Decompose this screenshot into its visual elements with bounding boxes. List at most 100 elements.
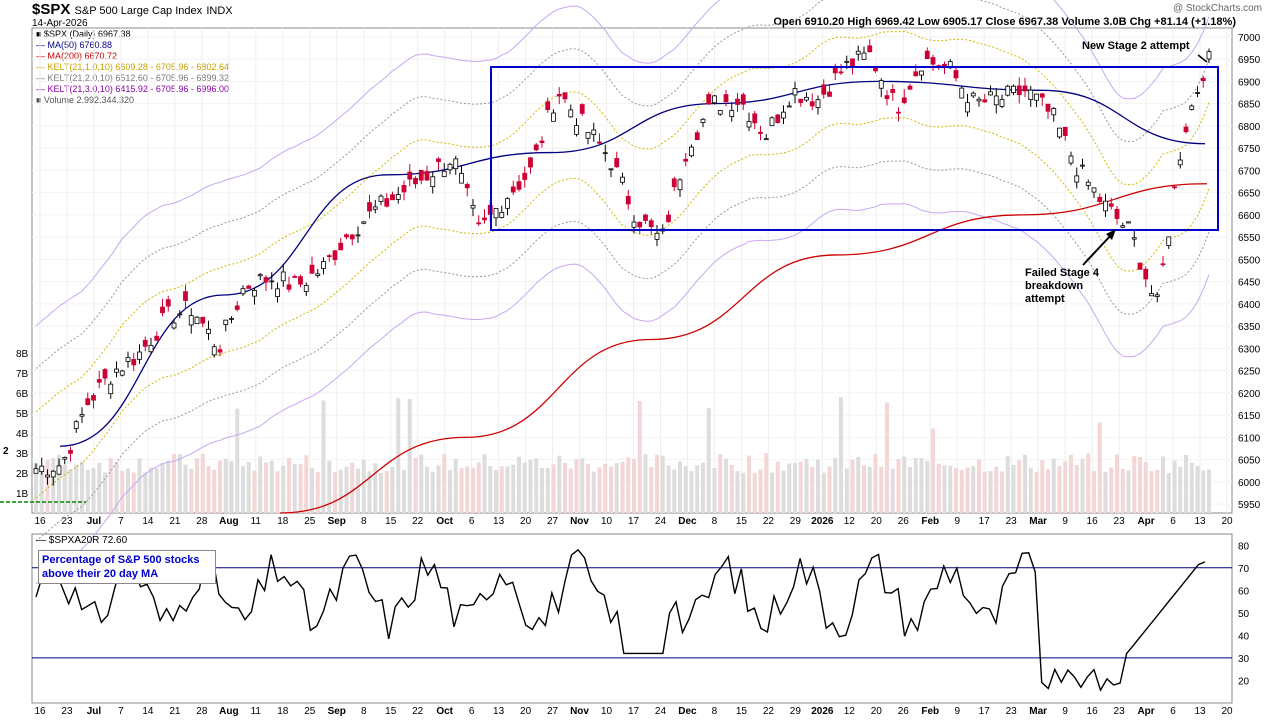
y-tick-label: 6450 xyxy=(1238,278,1261,289)
candle-body xyxy=(781,111,786,119)
volume-bar xyxy=(1057,465,1062,513)
candle-body xyxy=(827,91,832,97)
volume-bar xyxy=(614,463,619,513)
candle-body xyxy=(919,70,924,76)
candle-body xyxy=(930,57,936,65)
candle-body xyxy=(303,285,309,292)
volume-bar xyxy=(131,472,136,513)
index-exchange: INDX xyxy=(206,5,233,17)
volume-bar xyxy=(471,467,475,513)
x-tick-label: 8 xyxy=(712,516,718,527)
volume-tick-label: 7B xyxy=(16,369,29,380)
indicator-x-tick-label: 13 xyxy=(493,706,505,717)
volume-bar xyxy=(1155,469,1160,513)
volume-bar xyxy=(839,397,843,513)
volume-bars xyxy=(34,397,1211,513)
volume-bar xyxy=(603,463,608,513)
kelt2-lower xyxy=(35,160,1210,542)
candle-body xyxy=(200,316,206,324)
volume-bar xyxy=(850,459,855,513)
x-tick-label: 20 xyxy=(871,516,883,527)
y-tick-label: 6050 xyxy=(1238,456,1261,467)
y-tick-label: 6250 xyxy=(1238,367,1261,378)
candle-body xyxy=(125,356,131,362)
x-tick-label: 26 xyxy=(898,516,910,527)
candle-body xyxy=(1080,164,1085,167)
volume-bar xyxy=(177,454,182,513)
candle-body xyxy=(953,70,959,79)
volume-bar xyxy=(695,465,700,513)
volume-bar xyxy=(1201,470,1206,513)
volume-bar xyxy=(413,457,418,513)
indicator-y-tick-label: 40 xyxy=(1238,631,1250,642)
candle-body xyxy=(390,194,395,201)
volume-bar xyxy=(729,465,734,513)
volume-bar xyxy=(517,456,521,513)
volume-bar xyxy=(246,461,251,513)
candle-body xyxy=(361,221,367,224)
candle-body xyxy=(229,318,234,320)
volume-bar xyxy=(689,471,694,513)
ma200-line xyxy=(279,183,1208,514)
indicator-x-tick-label: 22 xyxy=(412,706,424,717)
volume-bar xyxy=(678,461,682,513)
indicator-x-tick-label: 24 xyxy=(655,706,667,717)
volume-bar xyxy=(235,408,240,513)
volume-bar xyxy=(218,460,222,513)
volume-bar xyxy=(315,471,320,513)
volume-bar xyxy=(108,458,113,513)
candle-body xyxy=(1057,127,1062,138)
kelt1-upper xyxy=(35,30,1210,413)
brand-watermark: @ StockCharts.com xyxy=(1172,3,1262,14)
y-tick-label: 6600 xyxy=(1238,211,1261,222)
volume-bar xyxy=(356,468,360,513)
volume-tick-label: 2B xyxy=(16,469,29,480)
candle-body xyxy=(177,313,183,316)
candle-body xyxy=(131,359,137,366)
volume-bar xyxy=(954,468,958,513)
x-tick-label: 24 xyxy=(655,516,667,527)
candle-body xyxy=(1091,187,1097,193)
legend-entry: — KELT(21,2.0,10) 6512.60 - 6705.96 - 68… xyxy=(36,73,229,83)
volume-bar xyxy=(1103,471,1108,513)
volume-bar xyxy=(528,459,533,513)
volume-bar xyxy=(85,469,90,513)
volume-bar xyxy=(948,465,953,513)
x-tick-label: 22 xyxy=(763,516,775,527)
volume-bar xyxy=(137,458,142,513)
volume-bar xyxy=(195,458,199,513)
candle-body xyxy=(907,85,913,90)
candle-body xyxy=(119,370,125,376)
annotation-stage2: New Stage 2 attempt xyxy=(1082,40,1190,52)
y-tick-label: 6550 xyxy=(1238,233,1261,244)
indicator-y-tick-label: 30 xyxy=(1238,654,1250,665)
volume-bar xyxy=(206,465,211,513)
candle-body xyxy=(505,198,510,209)
candle-body xyxy=(114,368,119,373)
volume-tick-label: 6B xyxy=(16,389,29,400)
volume-tick-label: 8B xyxy=(16,349,29,360)
volume-bar xyxy=(632,458,636,513)
side-label: 2 xyxy=(3,446,9,457)
candle-body xyxy=(1051,108,1057,116)
indicator-x-tick-label: 28 xyxy=(196,706,208,717)
candle-body xyxy=(625,195,631,205)
candle-body xyxy=(275,288,280,297)
volume-bar xyxy=(672,469,677,513)
kelt3-lower xyxy=(35,203,1210,585)
volume-bar xyxy=(1178,466,1183,513)
y-tick-label: 5950 xyxy=(1238,500,1261,511)
y-tick-label: 6300 xyxy=(1238,344,1261,355)
candle-body xyxy=(1131,237,1137,240)
volume-bar xyxy=(568,468,573,513)
candle-body xyxy=(1154,294,1160,297)
volume-bar xyxy=(540,467,544,513)
x-tick-label: Aug xyxy=(219,516,238,527)
candle-body xyxy=(68,450,73,454)
indicator-x-tick-label: 20 xyxy=(520,706,532,717)
volume-bar xyxy=(758,469,763,513)
volume-bar xyxy=(712,468,717,513)
indicator-x-tick-label: 8 xyxy=(712,706,718,717)
chart-symbol: $SPX S&P 500 Large Cap Index INDX xyxy=(32,1,233,18)
